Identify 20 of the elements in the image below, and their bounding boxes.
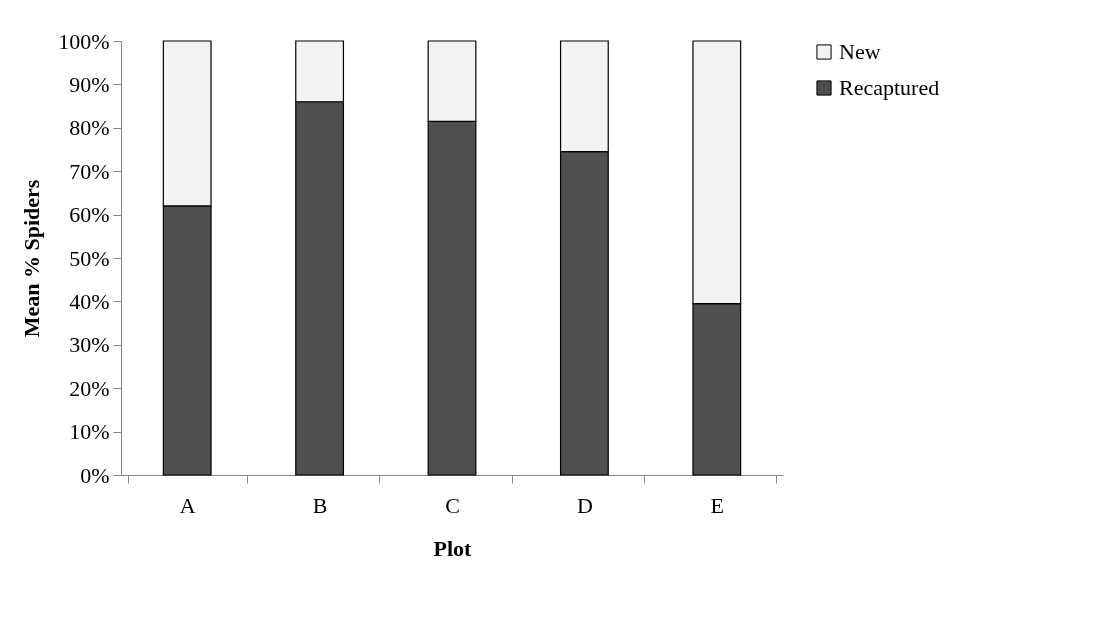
- y-tick-label: 30%: [69, 332, 110, 358]
- y-tick-label: 40%: [69, 288, 110, 314]
- y-axis-title: Mean % Spiders: [19, 179, 45, 338]
- y-tick-label: 90%: [69, 71, 110, 97]
- y-tick-label: 10%: [69, 419, 110, 445]
- legend-label: Recaptured: [839, 75, 940, 100]
- x-tick-label: A: [179, 492, 196, 518]
- x-tick-label: D: [576, 492, 593, 518]
- x-tick-label: C: [445, 492, 460, 518]
- y-tick-label: 50%: [69, 245, 110, 271]
- legend-label: New: [839, 39, 881, 64]
- x-tick-label: E: [710, 492, 725, 518]
- y-tick-label: 20%: [69, 375, 110, 401]
- x-tick-label: B: [312, 492, 328, 518]
- y-tick-label: 70%: [69, 158, 110, 184]
- y-tick-label: 60%: [69, 202, 110, 228]
- x-axis-title: Plot: [433, 535, 473, 561]
- y-tick-label: 80%: [69, 115, 110, 141]
- y-tick-label: 0%: [80, 462, 110, 488]
- y-tick-label: 100%: [58, 28, 110, 54]
